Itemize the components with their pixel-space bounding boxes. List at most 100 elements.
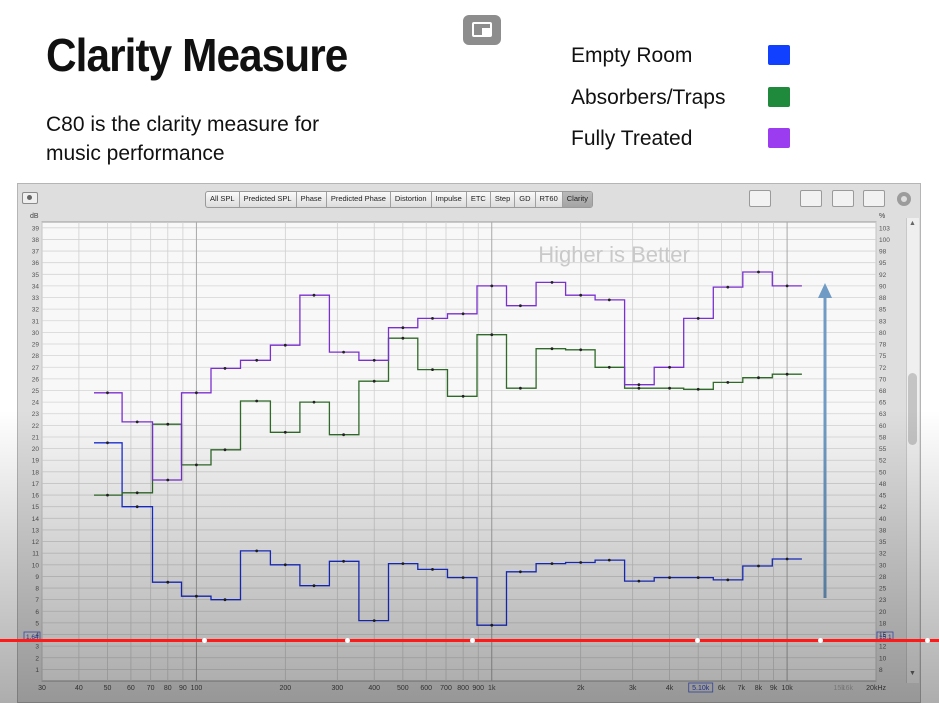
tab-phase[interactable]: Phase [297, 192, 327, 207]
y-tick-label-right: 88 [879, 295, 887, 302]
x-tick-label: 60 [127, 685, 135, 692]
data-point [519, 570, 522, 574]
legend-swatch-empty-room [768, 45, 790, 65]
y-tick-label-left: 16 [32, 493, 40, 500]
x-tick-label: 9k [770, 685, 778, 692]
y-tick-label-right: 95 [879, 260, 887, 267]
y-tick-label-left: 26 [32, 376, 40, 383]
x-tick-label: 16k [842, 685, 854, 692]
x-tick-label: 500 [397, 685, 409, 692]
tab-all-spl[interactable]: All SPL [206, 192, 240, 207]
plot-area [41, 221, 877, 682]
tab-predicted-phase[interactable]: Predicted Phase [327, 192, 391, 207]
data-point [785, 284, 789, 288]
y-tick-label-right: 60 [879, 423, 887, 430]
tab-rt60[interactable]: RT60 [536, 192, 563, 207]
legend-label-absorbers: Absorbers/Traps [571, 86, 726, 109]
tab-etc[interactable]: ETC [467, 192, 491, 207]
data-point [283, 343, 287, 347]
data-point [195, 594, 198, 598]
y-tick-label-right: 45 [879, 493, 887, 500]
y-unit-left: dB [30, 213, 39, 220]
tab-gd[interactable]: GD [515, 192, 536, 207]
cursor-right-value: 15.1 [879, 634, 892, 641]
data-point [668, 576, 671, 579]
data-point [637, 383, 641, 387]
legend-swatch-absorbers [768, 87, 790, 107]
vertical-scrollbar[interactable]: ▲ ▼ [906, 218, 919, 683]
scroll-down-icon[interactable]: ▼ [909, 670, 916, 677]
x-tick-label: 6k [718, 685, 726, 692]
legend-swatch-fully-treated [768, 128, 790, 148]
picture-in-picture-button[interactable] [463, 15, 501, 45]
data-point [431, 568, 434, 571]
data-point [726, 381, 730, 384]
data-point [166, 580, 170, 584]
data-point [312, 400, 316, 404]
limits-icon[interactable] [800, 190, 822, 207]
x-tick-label: 700 [440, 685, 452, 692]
fit-icon[interactable] [863, 190, 885, 207]
data-point [785, 372, 789, 376]
data-point [579, 561, 583, 564]
y-tick-label-left: 28 [32, 353, 40, 360]
data-point [579, 348, 583, 352]
data-point [166, 422, 170, 426]
y-tick-label-left: 23 [32, 411, 40, 418]
data-point [668, 365, 671, 369]
y-tick-label-right: 35 [879, 539, 887, 546]
data-point [106, 441, 109, 445]
x-tick-label: 600 [420, 685, 432, 692]
data-point [637, 386, 641, 390]
tab-predicted-spl[interactable]: Predicted SPL [240, 192, 297, 207]
scroll-up-icon[interactable]: ▲ [909, 220, 916, 227]
y-tick-label-left: 4 [35, 632, 39, 639]
data-point [550, 281, 554, 284]
data-point [757, 564, 760, 568]
y-tick-label-right: 85 [879, 307, 887, 314]
graph-controls-icon[interactable] [749, 190, 771, 207]
data-point [607, 365, 611, 369]
progress-marker [695, 638, 700, 643]
data-point [490, 284, 494, 288]
y-tick-label-left: 22 [32, 423, 40, 430]
tab-distortion[interactable]: Distortion [391, 192, 432, 207]
camera-icon[interactable] [22, 192, 38, 204]
y-tick-label-right: 38 [879, 527, 887, 534]
y-tick-label-right: 75 [879, 353, 887, 360]
y-tick-label-left: 37 [32, 249, 40, 256]
y-tick-label-right: 40 [879, 516, 887, 523]
x-tick-label: 1k [488, 685, 496, 692]
data-point [757, 376, 760, 380]
y-tick-label-left: 11 [32, 551, 39, 558]
grid [41, 221, 877, 682]
y-tick-label-right: 18 [879, 620, 887, 627]
tab-impulse[interactable]: Impulse [432, 192, 467, 207]
y-tick-label-left: 20 [32, 446, 40, 453]
x-tick-label: 400 [368, 685, 380, 692]
data-point [135, 505, 139, 509]
tab-clarity[interactable]: Clarity [562, 192, 593, 207]
slide-subtitle: C80 is the clarity measure for music per… [46, 113, 320, 165]
x-tick-label: 800 [457, 685, 469, 692]
y-tick-label-right: 10 [879, 655, 887, 662]
gear-icon[interactable] [897, 192, 911, 206]
y-tick-label-left: 29 [32, 342, 40, 349]
y-tick-label-left: 31 [32, 318, 40, 325]
data-point [607, 298, 611, 302]
y-tick-label-left: 3 [35, 644, 39, 651]
video-progress-bar[interactable] [0, 639, 939, 642]
pip-icon [472, 22, 492, 37]
y-tick-label-left: 12 [32, 539, 40, 546]
y-tick-label-right: 78 [879, 342, 887, 349]
scroll-thumb[interactable] [908, 373, 917, 445]
y-tick-label-left: 1 [35, 667, 39, 674]
data-point [166, 478, 170, 482]
controls-icon[interactable] [832, 190, 854, 207]
tab-step[interactable]: Step [491, 192, 516, 207]
data-point [696, 387, 700, 391]
x-tick-label: 2k [577, 685, 585, 692]
legend-label-empty-room: Empty Room [571, 44, 693, 67]
data-point [106, 391, 109, 395]
